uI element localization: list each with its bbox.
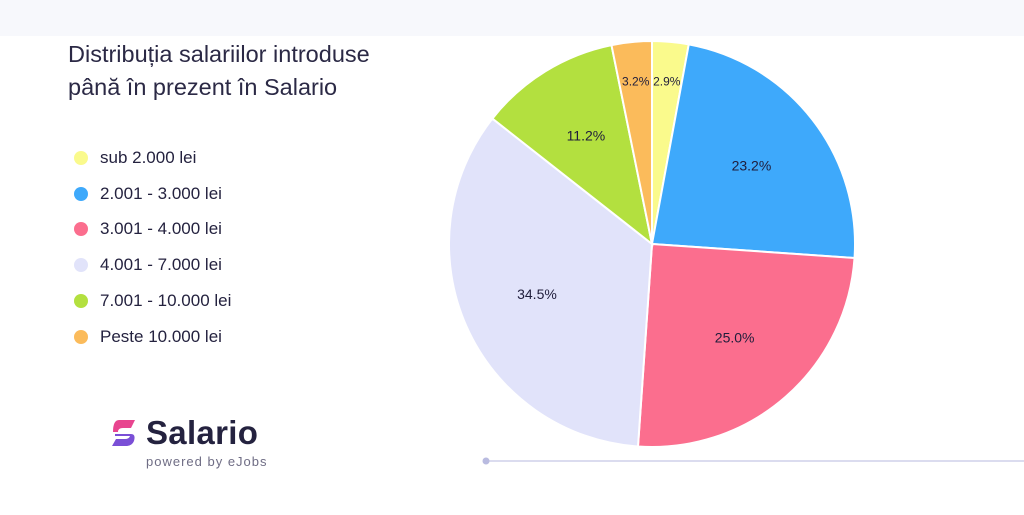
pie-slice [490,43,654,247]
legend-label: 4.001 - 7.000 lei [100,255,222,275]
chart-title-line-2: până în prezent în Salario [68,74,338,100]
legend-label: sub 2.000 lei [100,147,197,167]
pie-labels: 2.9% 23.2% 25.0% 34.5% 11.2% 3.2% [517,74,771,345]
brand-tagline: powered by eJobs [146,454,268,469]
legend-swatch [74,329,88,344]
chart-legend: sub 2.000 lei 2.001 - 3.000 lei 3.001 - 4.… [74,140,231,355]
brand-logo: Salario [110,414,258,452]
pie-slice-label: 23.2% [732,158,772,174]
legend-item: 4.001 - 7.000 lei [74,247,231,283]
pie-slice-label: 3.2% [622,75,650,89]
pie-slice-label: 2.9% [653,74,681,88]
legend-swatch [74,186,88,201]
legend-swatch [74,258,88,273]
chart-title: Distribuția salariilor introduse până în… [68,38,448,104]
legend-swatch [74,294,88,309]
pie-slice [636,242,856,448]
legend-swatch [74,222,88,237]
brand-name: Salario [146,414,259,451]
legend-label: 3.001 - 4.000 lei [100,219,222,239]
pie-slice [610,39,653,245]
pie-slice [448,117,654,448]
pie-slices [448,39,856,448]
legend-label: 2.001 - 3.000 lei [100,183,222,203]
legend-item: 7.001 - 10.000 lei [74,283,231,319]
pie-slice-label: 25.0% [715,330,755,346]
legend-item: 3.001 - 4.000 lei [74,212,231,248]
salario-logo-icon [112,420,135,446]
timeline-dot [482,457,490,465]
legend-item: sub 2.000 lei [74,140,231,176]
legend-swatch [74,150,88,165]
top-band [0,0,1024,36]
legend-label: 7.001 - 10.000 lei [100,291,232,311]
pie-slice-label: 11.2% [567,128,606,144]
legend-item: Peste 10.000 lei [74,319,231,355]
legend-item: 2.001 - 3.000 lei [74,176,231,212]
legend-label: Peste 10.000 lei [100,326,222,346]
pie-slice-label: 34.5% [517,286,557,302]
pie-slice [650,43,856,260]
chart-title-line-1: Distribuția salariilor introduse [68,41,370,67]
